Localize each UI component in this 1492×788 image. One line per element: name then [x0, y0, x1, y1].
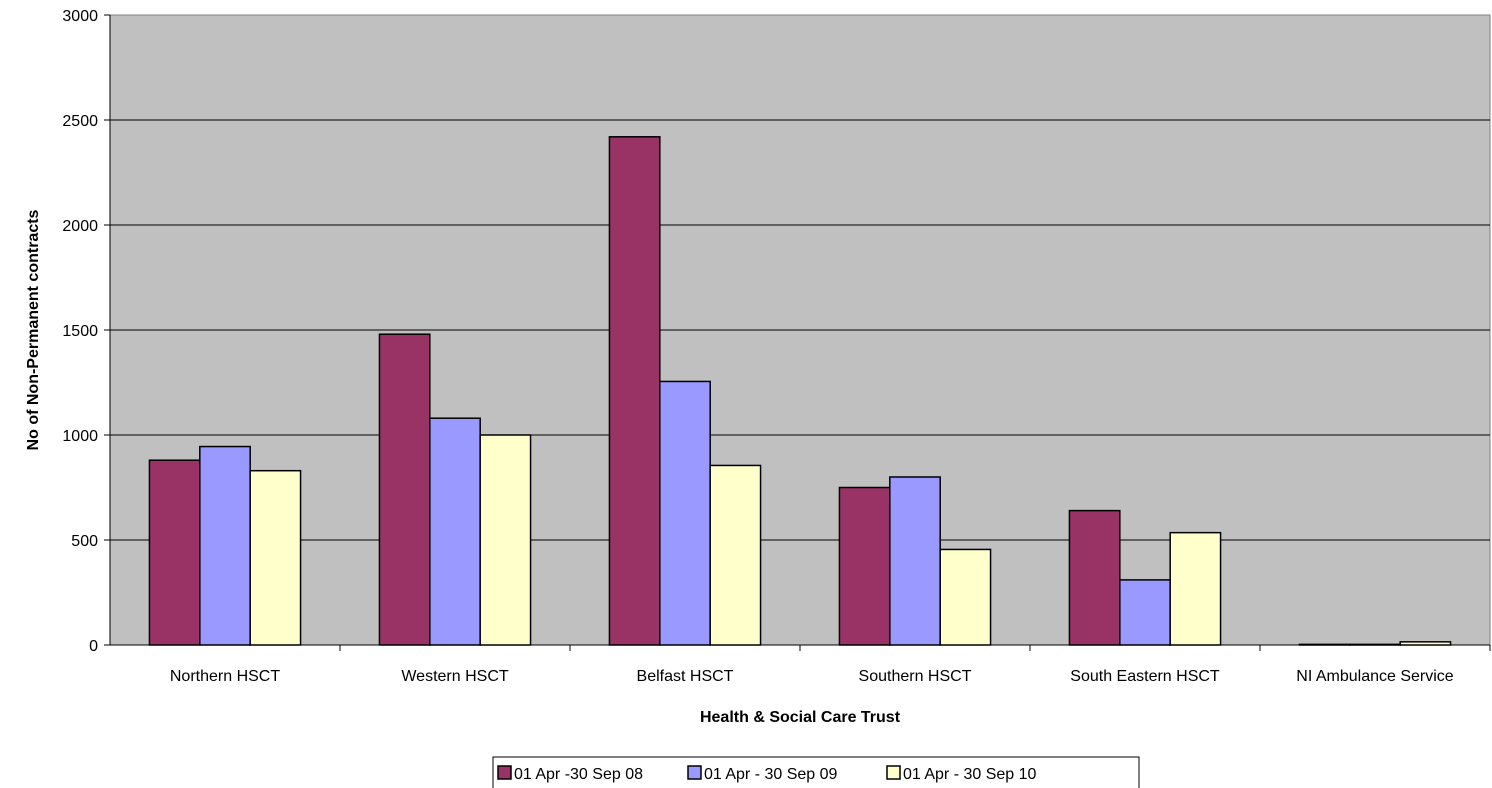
legend-box: [492, 756, 1140, 788]
legend-swatch-1: [687, 765, 702, 780]
x-tick-label: Southern HSCT: [859, 668, 972, 685]
bar-4-0: [1068, 509, 1121, 646]
bar-3-0: [838, 486, 891, 646]
y-tick-label: 3000: [62, 8, 98, 25]
y-tick-label: 1000: [62, 428, 98, 445]
bar-2-2: [709, 464, 762, 646]
y-tick-label: 1500: [62, 323, 98, 340]
x-tick-label: Belfast HSCT: [637, 668, 734, 685]
legend: 01 Apr -30 Sep 08 01 Apr - 30 Sep 09 01 Ap…: [492, 756, 1140, 788]
legend-swatch-0: [497, 765, 512, 780]
bar-0-1: [199, 445, 251, 646]
legend-label-1: 01 Apr - 30 Sep 09: [704, 766, 838, 783]
legend-label-0: 01 Apr -30 Sep 08: [514, 766, 643, 783]
x-tick-label: South Eastern HSCT: [1070, 668, 1220, 685]
x-tick-label: NI Ambulance Service: [1296, 668, 1454, 685]
bar-1-0: [378, 333, 431, 646]
x-tick-label: Northern HSCT: [170, 668, 280, 685]
bar-2-1: [659, 380, 711, 646]
legend-label-2: 01 Apr - 30 Sep 10: [903, 766, 1037, 783]
bar-4-2: [1169, 531, 1222, 646]
y-tick-label: 2500: [62, 113, 98, 130]
bar-3-2: [939, 548, 992, 646]
legend-swatch-2: [886, 765, 901, 780]
bar-2-0: [608, 136, 661, 646]
x-tick-label: Western HSCT: [401, 668, 509, 685]
bar-1-2: [479, 434, 532, 646]
x-axis-title: Health & Social Care Trust: [700, 709, 901, 726]
bar-3-1: [889, 476, 941, 646]
y-tick-label: 500: [71, 533, 98, 550]
bar-4-1: [1119, 579, 1171, 646]
y-tick-label: 0: [89, 638, 98, 655]
bar-1-1: [429, 417, 481, 646]
y-tick-label: 2000: [62, 218, 98, 235]
bar-0-0: [148, 459, 201, 646]
y-axis-title: No of Non-Permanent contracts: [25, 209, 42, 450]
bar-0-2: [249, 469, 302, 646]
